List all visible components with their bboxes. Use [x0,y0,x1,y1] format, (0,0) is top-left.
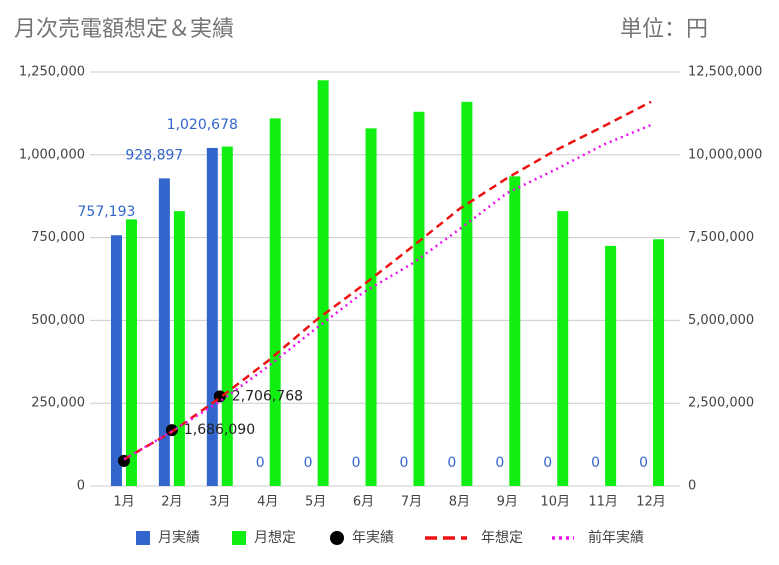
unit-label: 単位：円 [620,17,708,42]
legend-swatch [136,531,150,545]
bar [461,101,473,487]
x-tick-label: 2月 [161,495,182,510]
data-label: 0 [256,455,265,471]
data-label: 928,897 [125,147,183,163]
bar [605,245,617,486]
data-label: 0 [447,455,456,471]
data-label: 0 [591,455,600,471]
y-tick-label: 0 [77,479,85,494]
x-tick-label: 9月 [497,495,518,510]
line [123,100,652,461]
x-tick-label: 6月 [353,495,374,510]
data-label: 0 [352,455,361,471]
y2-tick-label: 10,000,000 [688,147,762,162]
y-tick-label: 1,250,000 [19,65,85,80]
bar [125,219,137,486]
x-tick-label: 10月 [540,495,570,510]
bar [509,176,521,486]
bar [557,211,569,486]
bar [158,178,170,487]
x-tick-label: 3月 [209,495,230,510]
legend-label: 年想定 [481,530,523,546]
bar [173,211,185,486]
x-tick-label: 11月 [588,495,618,510]
x-tick-label: 1月 [113,495,134,510]
x-tick-label: 8月 [449,495,470,510]
bar [110,235,122,486]
data-label: 757,193 [78,204,136,220]
y2-tick-label: 2,500,000 [688,396,754,411]
data-label: 0 [495,455,504,471]
bar [653,239,665,486]
y2-tick-label: 12,500,000 [688,65,762,80]
y-tick-label: 750,000 [31,230,85,245]
data-label: 0 [304,455,313,471]
y-tick-label: 500,000 [31,313,85,328]
y-tick-label: 1,000,000 [19,147,85,162]
legend-swatch [232,531,246,545]
bar [221,146,233,486]
legend-label: 年実績 [352,530,394,546]
data-label: 0 [543,455,552,471]
legend-label: 前年実績 [588,529,644,546]
x-tick-label: 5月 [305,495,326,510]
line [123,123,652,461]
x-tick-label: 4月 [257,495,278,510]
data-label: 0 [639,455,648,471]
x-tick-label: 7月 [401,495,422,510]
chart-title: 月次売電額想定＆実績 [14,17,234,42]
y2-tick-label: 0 [688,479,696,494]
legend-swatch [330,531,344,545]
data-label: 2,706,768 [232,388,303,404]
x-tick-label: 12月 [636,495,666,510]
y-tick-label: 250,000 [31,396,85,411]
bar [317,80,329,486]
data-label: 1,686,090 [184,422,255,438]
data-label: 1,020,678 [167,117,238,133]
bar [365,128,377,486]
legend-label: 月想定 [254,530,296,546]
y2-tick-label: 7,500,000 [688,230,754,245]
point [165,424,178,437]
bar [269,118,281,487]
bar [413,111,425,486]
data-label: 0 [399,455,408,471]
legend-label: 月実績 [158,530,200,546]
bar [206,147,218,486]
y2-tick-label: 5,000,000 [688,313,754,328]
